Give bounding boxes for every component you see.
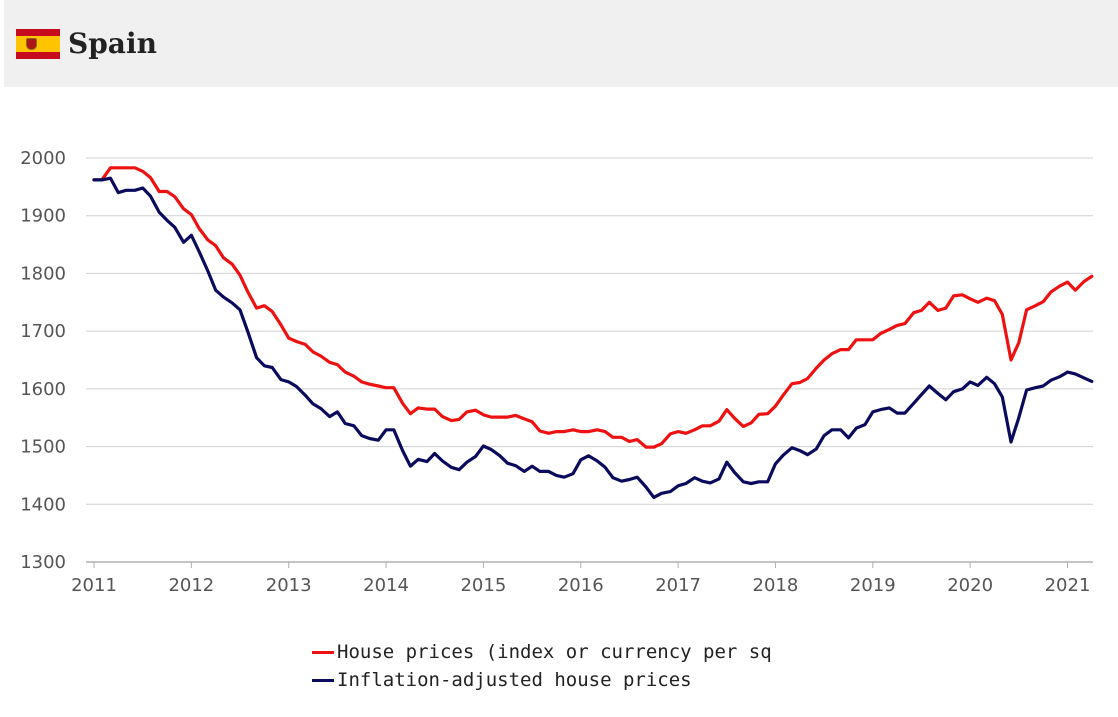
series-line-1 — [92, 176, 1094, 499]
x-tick-label-2011: 2011 — [71, 575, 117, 596]
page-header: Spain — [4, 0, 1118, 87]
y-tick-label-1700: 1700 — [20, 321, 66, 342]
x-tick-label-2016: 2016 — [558, 575, 604, 596]
x-tick-label-2021: 2021 — [1045, 575, 1091, 596]
x-tick-label-2015: 2015 — [460, 575, 506, 596]
legend-swatch-inflation-adjusted — [312, 678, 334, 682]
x-tick-label-2017: 2017 — [655, 575, 701, 596]
legend-label-house-prices: House prices (index or currency per sq — [337, 641, 772, 663]
x-tick-label-2014: 2014 — [363, 575, 409, 596]
legend-label-inflation-adjusted: Inflation-adjusted house prices — [337, 669, 692, 691]
y-tick-label-1400: 1400 — [20, 494, 66, 515]
spain-flag-icon — [16, 29, 60, 59]
y-axis-ticks: 1300 1400 1500 1600 1700 1800 1900 2000 — [20, 148, 66, 573]
y-tick-label-1300: 1300 — [20, 552, 66, 573]
legend-item-house-prices: House prices (index or currency per sq — [312, 638, 772, 666]
y-tick-label-2000: 2000 — [20, 148, 66, 169]
y-tick-label-1800: 1800 — [20, 263, 66, 284]
y-tick-label-1600: 1600 — [20, 379, 66, 400]
x-axis: 2011 2012 2013 2014 2015 2016 2017 2018 2019 2020… — [71, 561, 1093, 596]
legend-item-inflation-adjusted: Inflation-adjusted house prices — [312, 666, 772, 694]
x-tick-label-2012: 2012 — [168, 575, 214, 596]
x-tick-label-2019: 2019 — [850, 575, 896, 596]
legend-swatch-house-prices — [312, 650, 334, 654]
series-lines — [92, 166, 1094, 499]
x-tick-label-2018: 2018 — [753, 575, 799, 596]
x-tick-label-2013: 2013 — [266, 575, 312, 596]
y-tick-label-1900: 1900 — [20, 206, 66, 227]
gridlines — [86, 157, 1093, 505]
series-line-0 — [92, 166, 1094, 449]
y-tick-label-1500: 1500 — [20, 437, 66, 458]
chart-legend: House prices (index or currency per sq I… — [312, 638, 772, 694]
country-title: Spain — [68, 27, 157, 60]
x-tick-label-2020: 2020 — [947, 575, 993, 596]
